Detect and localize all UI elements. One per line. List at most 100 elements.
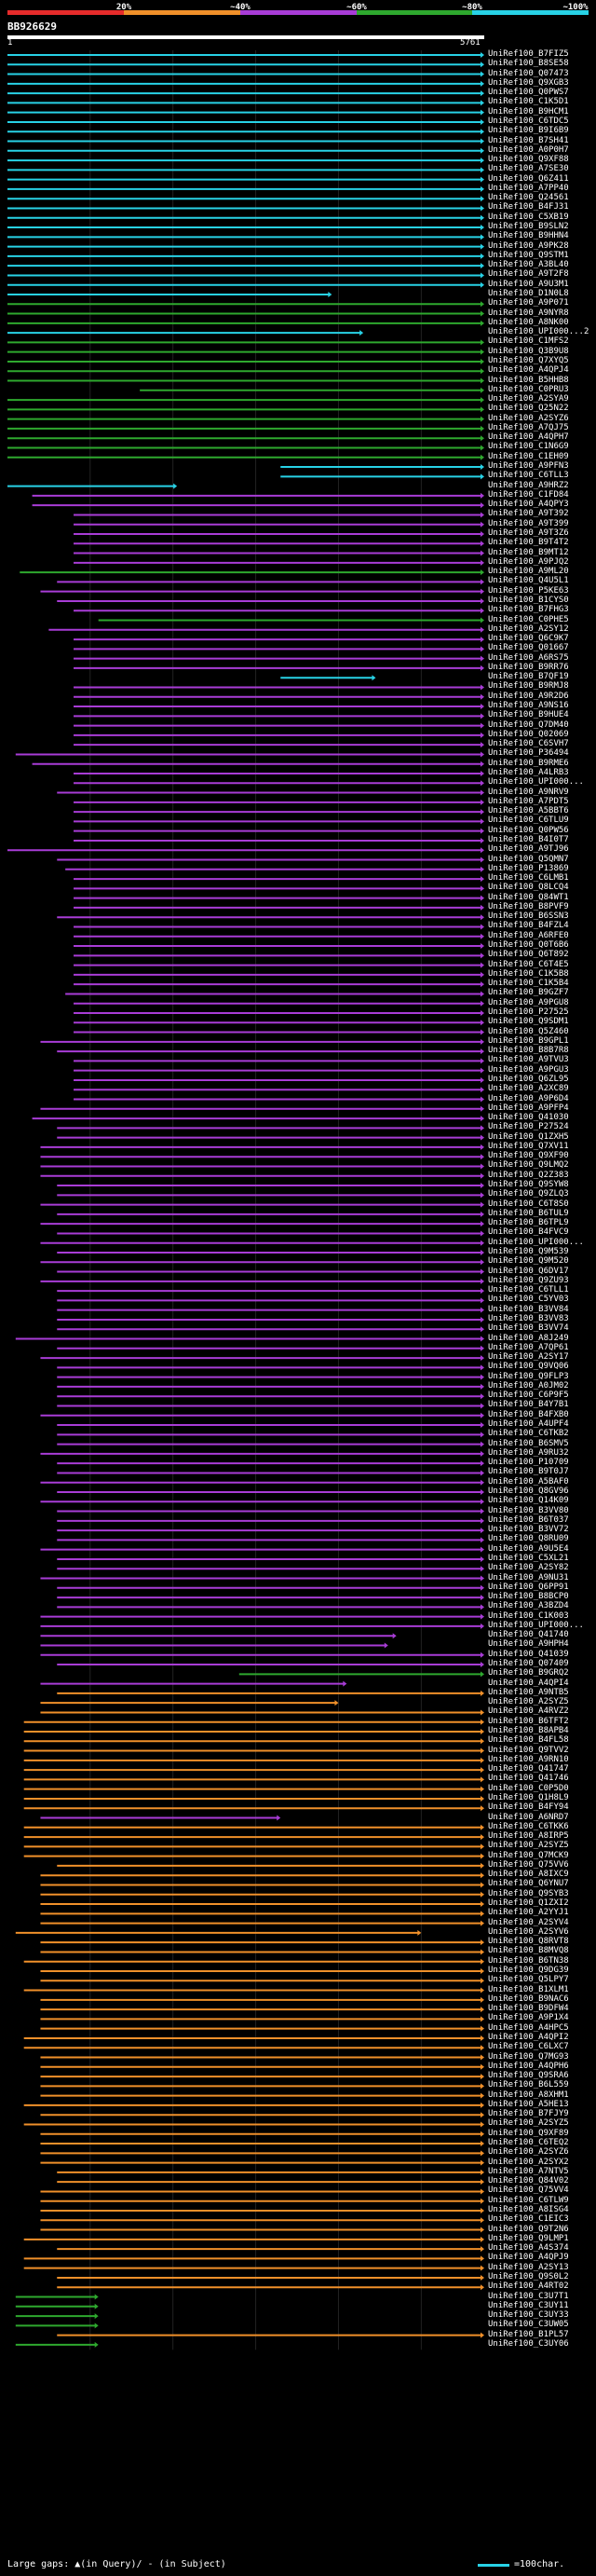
hit-label[interactable]: UniRef100_Q25N22 (488, 404, 569, 414)
hit-label[interactable]: UniRef100_A2YYJ1 (488, 1908, 569, 1918)
hit-label[interactable]: UniRef100_Q8RVT8 (488, 1937, 569, 1947)
hit-label[interactable]: UniRef100_P10709 (488, 1458, 569, 1468)
hit-label[interactable]: UniRef100_Q9FLP3 (488, 1371, 569, 1381)
hit-label[interactable]: UniRef100_Q9ZU93 (488, 1275, 569, 1285)
hit-label[interactable]: UniRef100_A9PFP4 (488, 1103, 569, 1113)
hit-label[interactable]: UniRef100_Q41030 (488, 1113, 569, 1123)
hit-label[interactable]: UniRef100_A6NRD7 (488, 1812, 569, 1822)
hit-label[interactable]: UniRef100_Q41746 (488, 1774, 569, 1784)
hit-label[interactable]: UniRef100_B9GZF7 (488, 988, 569, 998)
hit-label[interactable]: UniRef100_B8PVF9 (488, 901, 569, 911)
hit-label[interactable]: UniRef100_A8IRP5 (488, 1831, 569, 1842)
hit-label[interactable]: UniRef100_A4RVZ2 (488, 1706, 569, 1717)
hit-label[interactable]: UniRef100_A4QPH7 (488, 432, 569, 443)
hit-label[interactable]: UniRef100_C3UY33 (488, 2310, 569, 2321)
hit-label[interactable]: UniRef100_B9I6B9 (488, 126, 569, 136)
hit-label[interactable]: UniRef100_C1MFS2 (488, 336, 569, 347)
hit-label[interactable]: UniRef100_Q7XV11 (488, 1141, 569, 1151)
hit-label[interactable]: UniRef100_A8J249 (488, 1333, 569, 1343)
hit-label[interactable]: UniRef100_A9TJ96 (488, 844, 569, 855)
hit-label[interactable]: UniRef100_Q3B9U8 (488, 346, 569, 356)
hit-label[interactable]: UniRef100_A4QPJ9 (488, 2253, 569, 2263)
hit-label[interactable]: UniRef100_B9HUE4 (488, 710, 569, 720)
hit-label[interactable]: UniRef100_Q6T892 (488, 950, 569, 960)
hit-label[interactable]: UniRef100_Q9DG39 (488, 1966, 569, 1975)
hit-label[interactable]: UniRef100_C1K5B8 (488, 968, 569, 979)
hit-label[interactable]: UniRef100_C5XB19 (488, 212, 569, 222)
hit-label[interactable]: UniRef100_B9GPL1 (488, 1035, 569, 1046)
hit-label[interactable]: UniRef100_A7PDT5 (488, 796, 569, 806)
hit-label[interactable]: UniRef100_A9ML20 (488, 567, 569, 577)
hit-label[interactable]: UniRef100_C6P9F5 (488, 1391, 569, 1401)
hit-label[interactable]: UniRef100_Q14K09 (488, 1496, 569, 1506)
hit-label[interactable]: UniRef100_A4QPI4 (488, 1678, 569, 1688)
hit-label[interactable]: UniRef100_A9T399 (488, 518, 569, 528)
hit-label[interactable]: UniRef100_B9DFW4 (488, 2004, 569, 2014)
hit-label[interactable]: UniRef100_A2SYZ5 (488, 2118, 569, 2129)
hit-label[interactable]: UniRef100_A5BAF0 (488, 1476, 569, 1487)
hit-label[interactable]: UniRef100_C6SVH7 (488, 739, 569, 749)
hit-label[interactable]: UniRef100_A8XHM1 (488, 2090, 569, 2100)
hit-label[interactable]: UniRef100_Q6YNU7 (488, 1879, 569, 1889)
hit-label[interactable]: UniRef100_C6T4E5 (488, 959, 569, 969)
hit-label[interactable]: UniRef100_B8MVQ8 (488, 1946, 569, 1956)
hit-label[interactable]: UniRef100_Q07473 (488, 68, 569, 78)
hit-label[interactable]: UniRef100_Q9XF90 (488, 1151, 569, 1161)
hit-label[interactable]: UniRef100_A6RS75 (488, 652, 569, 663)
hit-label[interactable]: UniRef100_A3BL40 (488, 260, 569, 270)
hit-label[interactable]: UniRef100_A2XC89 (488, 1084, 569, 1094)
hit-label[interactable]: UniRef100_Q9VQ06 (488, 1362, 569, 1372)
hit-label[interactable]: UniRef100_B9HHN4 (488, 231, 569, 241)
hit-label[interactable]: UniRef100_Q9M539 (488, 1247, 569, 1256)
hit-label[interactable]: UniRef100_C1EIC3 (488, 2214, 569, 2225)
hit-label[interactable]: UniRef100_B3VV84 (488, 1304, 569, 1314)
hit-label[interactable]: UniRef100_B4FY94 (488, 1802, 569, 1813)
hit-label[interactable]: UniRef100_C6T8S0 (488, 1199, 569, 1209)
hit-label[interactable]: UniRef100_B5HHB8 (488, 375, 569, 385)
hit-label[interactable]: UniRef100_B1PL57 (488, 2329, 569, 2339)
hit-label[interactable]: UniRef100_Q6C9K7 (488, 634, 569, 644)
hit-label[interactable]: UniRef100_C3U7T1 (488, 2291, 569, 2301)
hit-label[interactable]: UniRef100_A9NS16 (488, 701, 569, 711)
hit-label[interactable]: UniRef100_A9P6D4 (488, 1093, 569, 1103)
hit-label[interactable]: UniRef100_B8APB4 (488, 1726, 569, 1735)
hit-label[interactable]: UniRef100_C0PRU3 (488, 384, 569, 394)
hit-label[interactable]: UniRef100_Q7XYQ5 (488, 355, 569, 365)
hit-label[interactable]: UniRef100_C1N6G9 (488, 442, 569, 452)
hit-label[interactable]: UniRef100_A9NRV9 (488, 787, 569, 797)
hit-label[interactable]: UniRef100_C6LXC7 (488, 2042, 569, 2052)
hit-label[interactable]: UniRef100_A9PGU8 (488, 997, 569, 1007)
hit-label[interactable]: UniRef100_B4I0T7 (488, 834, 569, 844)
hit-label[interactable]: UniRef100_UPI000...2 (488, 327, 589, 337)
hit-label[interactable]: UniRef100_Q75VV4 (488, 2185, 569, 2196)
hit-label[interactable]: UniRef100_B6L559 (488, 2080, 569, 2090)
hit-label[interactable]: UniRef100_B1CYS0 (488, 595, 569, 605)
hit-label[interactable]: UniRef100_A4HPC5 (488, 2022, 569, 2033)
hit-label[interactable]: UniRef100_B6T037 (488, 1514, 569, 1525)
hit-label[interactable]: UniRef100_Q9XF88 (488, 155, 569, 165)
hit-label[interactable]: UniRef100_Q9SRA6 (488, 2071, 569, 2081)
hit-label[interactable]: UniRef100_B7QF19 (488, 672, 569, 682)
hit-label[interactable]: UniRef100_A9P1X4 (488, 2013, 569, 2023)
hit-label[interactable]: UniRef100_Q8RU09 (488, 1534, 569, 1544)
hit-label[interactable]: UniRef100_A9TVU3 (488, 1055, 569, 1065)
hit-label[interactable]: UniRef100_A2SYA9 (488, 394, 569, 404)
hit-label[interactable]: UniRef100_A2SYZ5 (488, 1697, 569, 1707)
hit-label[interactable]: UniRef100_Q41039 (488, 1649, 569, 1659)
hit-label[interactable]: UniRef100_A4UPF4 (488, 1419, 569, 1430)
hit-label[interactable]: UniRef100_C1K5B4 (488, 979, 569, 989)
hit-label[interactable]: UniRef100_B9RMJ8 (488, 681, 569, 692)
hit-label[interactable]: UniRef100_A5BBT6 (488, 806, 569, 816)
hit-label[interactable]: UniRef100_C6TLL1 (488, 1285, 569, 1295)
hit-label[interactable]: UniRef100_B4Y7B1 (488, 1400, 569, 1410)
hit-label[interactable]: UniRef100_B1XLM1 (488, 1984, 569, 1994)
hit-label[interactable]: UniRef100_A2SY82 (488, 1563, 569, 1573)
hit-label[interactable]: UniRef100_Q5QMN7 (488, 854, 569, 864)
hit-label[interactable]: UniRef100_Q01667 (488, 643, 569, 653)
hit-label[interactable]: UniRef100_Q5LPY7 (488, 1975, 569, 1985)
hit-label[interactable]: UniRef100_Q7MG93 (488, 2051, 569, 2062)
hit-label[interactable]: UniRef100_A9NTB5 (488, 1687, 569, 1697)
hit-label[interactable]: UniRef100_C3UY11 (488, 2300, 569, 2310)
hit-label[interactable]: UniRef100_C6LMB1 (488, 873, 569, 884)
hit-label[interactable]: UniRef100_B3VV80 (488, 1505, 569, 1515)
